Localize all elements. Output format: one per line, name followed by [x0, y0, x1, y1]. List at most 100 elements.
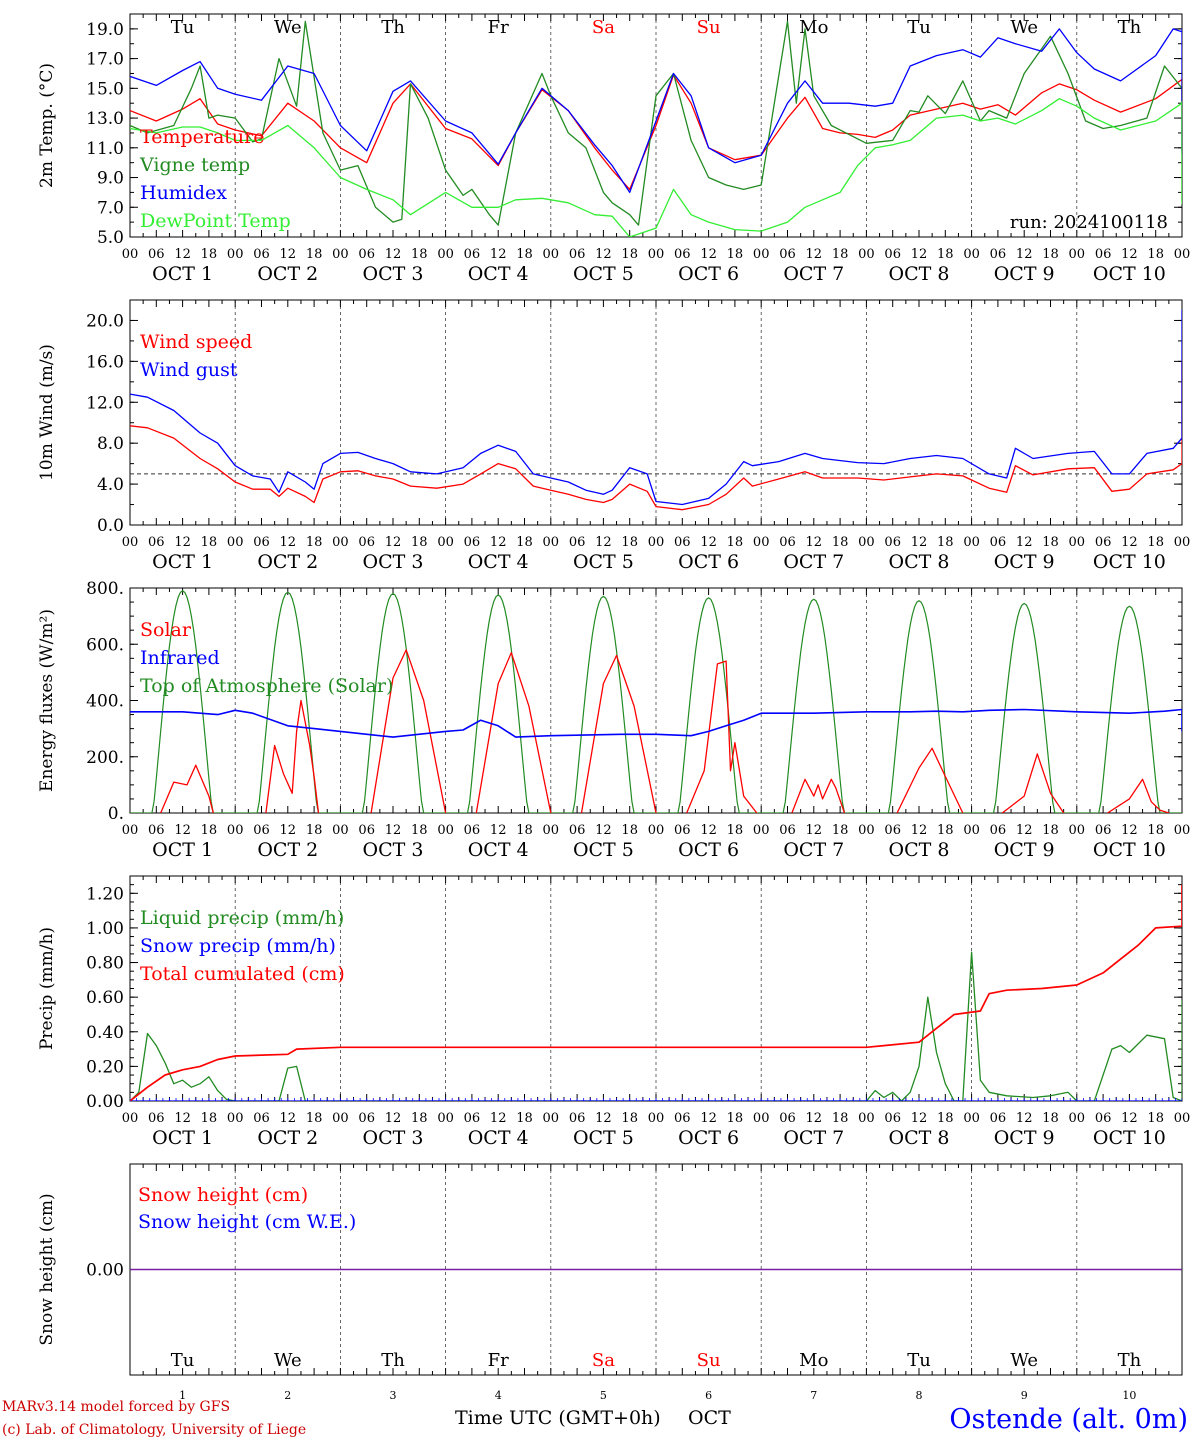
y-tick-label: 9.0	[97, 169, 124, 189]
date-label: OCT 10	[1093, 1127, 1166, 1149]
hour-label: 12	[911, 1111, 928, 1126]
lab-credit-line: (c) Lab. of Climatology, University of L…	[2, 1422, 306, 1438]
hour-label: 18	[201, 535, 218, 550]
hour-label: 18	[516, 535, 533, 550]
hour-label: 06	[148, 1111, 165, 1126]
date-label: OCT 3	[363, 1127, 424, 1149]
hour-label: 00	[227, 535, 244, 550]
weekday-label: Th	[1118, 17, 1142, 38]
hour-label: 00	[332, 535, 349, 550]
hour-label: 00	[963, 535, 980, 550]
date-label: OCT 5	[573, 551, 634, 573]
series-layer	[130, 309, 1182, 511]
y-tick-label: 1.00	[86, 919, 124, 939]
toa-solar-line	[971, 602, 1077, 813]
hour-label: 06	[569, 1111, 586, 1126]
hour-label: 06	[358, 1111, 375, 1126]
weekday-label: We	[274, 1350, 302, 1371]
hour-label: 06	[779, 823, 796, 838]
date-label: OCT 7	[783, 263, 844, 285]
weekday-label: Th	[381, 17, 405, 38]
hour-label: 18	[937, 1111, 954, 1126]
hour-label: 12	[806, 823, 823, 838]
day-number: 5	[600, 1389, 607, 1402]
y-tick-label: 19.0	[86, 20, 124, 40]
hour-label: 06	[569, 823, 586, 838]
hour-label: 12	[1016, 247, 1033, 262]
date-label: OCT 4	[468, 551, 529, 573]
date-label: OCT 4	[468, 1127, 529, 1149]
hour-label: 06	[884, 535, 901, 550]
run-label: run: 2024100118	[1010, 212, 1168, 233]
panels-layer: 5.0 7.0 9.0 11.0 13.0 15.0 17.0 19.0 2m Temp. (°…	[37, 13, 1190, 1402]
hour-label: 06	[148, 247, 165, 262]
hour-label: 18	[727, 535, 744, 550]
hour-label: 06	[884, 823, 901, 838]
series-line	[130, 951, 1182, 1101]
hour-label: 18	[1147, 247, 1164, 262]
hour-label: 00	[648, 823, 665, 838]
hour-label: 18	[937, 823, 954, 838]
y-tick-label: 200.	[86, 748, 124, 768]
weekday-label: Fr	[488, 17, 509, 38]
solar-line	[686, 660, 758, 813]
date-label: OCT 2	[257, 551, 318, 573]
series-line	[130, 28, 1182, 194]
y-tick-label: 8.0	[97, 434, 124, 454]
day-number: 8	[916, 1389, 923, 1402]
hour-label: 12	[174, 535, 191, 550]
hour-label: 00	[227, 1111, 244, 1126]
toa-solar-line	[235, 591, 341, 813]
date-label: OCT 6	[678, 839, 739, 861]
day-number: 7	[810, 1389, 817, 1402]
y-axis-label: Precip (mm/h)	[37, 927, 57, 1050]
hour-label: 00	[437, 1111, 454, 1126]
weekday-label: Tu	[171, 1350, 195, 1371]
hour-label: 12	[806, 535, 823, 550]
legend-entry: Wind gust	[140, 359, 238, 381]
date-label: OCT 10	[1093, 839, 1166, 861]
legend-entry: Infrared	[140, 647, 220, 669]
date-label: OCT 8	[889, 839, 950, 861]
hour-label: 00	[648, 247, 665, 262]
hour-label: 00	[227, 247, 244, 262]
hour-label: 00	[543, 823, 560, 838]
date-label: OCT 5	[573, 839, 634, 861]
hour-label: 06	[358, 247, 375, 262]
y-tick-label: 1.20	[86, 884, 124, 904]
footer: MARv3.14 model forced by GFS (c) Lab. of…	[2, 1399, 1188, 1438]
y-tick-label: 17.0	[86, 50, 124, 70]
hour-label: 06	[464, 247, 481, 262]
hour-label: 12	[385, 535, 402, 550]
station-label: Ostende (alt. 0m)	[949, 1404, 1188, 1435]
hour-label: 18	[201, 823, 218, 838]
hour-label: 18	[832, 823, 849, 838]
date-label: OCT 8	[889, 551, 950, 573]
date-label: OCT 9	[994, 1127, 1055, 1149]
toa-solar-line	[550, 595, 656, 813]
date-label: OCT 6	[678, 1127, 739, 1149]
date-label: OCT 3	[363, 839, 424, 861]
y-tick-label: 0.60	[86, 988, 124, 1008]
y-tick-label: 12.0	[86, 393, 124, 413]
hour-label: 00	[1069, 247, 1086, 262]
legend-entry: DewPoint Temp	[140, 210, 291, 232]
y-tick-label: 400.	[86, 692, 124, 712]
hour-label: 18	[1147, 535, 1164, 550]
day-number: 2	[284, 1389, 291, 1402]
hour-label: 18	[516, 247, 533, 262]
y-tick-label: 0.	[108, 804, 124, 824]
legend-entry: Snow height (cm)	[138, 1184, 308, 1206]
y-tick-label: 0.20	[86, 1057, 124, 1077]
hour-label: 06	[990, 1111, 1007, 1126]
weekday-label: Mo	[799, 1350, 828, 1371]
y-tick-label: 5.0	[97, 228, 124, 248]
hour-label: 18	[516, 823, 533, 838]
hour-label: 12	[806, 247, 823, 262]
date-label: OCT 7	[783, 1127, 844, 1149]
hour-label: 06	[1095, 823, 1112, 838]
hour-label: 12	[1121, 1111, 1138, 1126]
weekday-label: Th	[1118, 1350, 1142, 1371]
hour-label: 18	[832, 247, 849, 262]
